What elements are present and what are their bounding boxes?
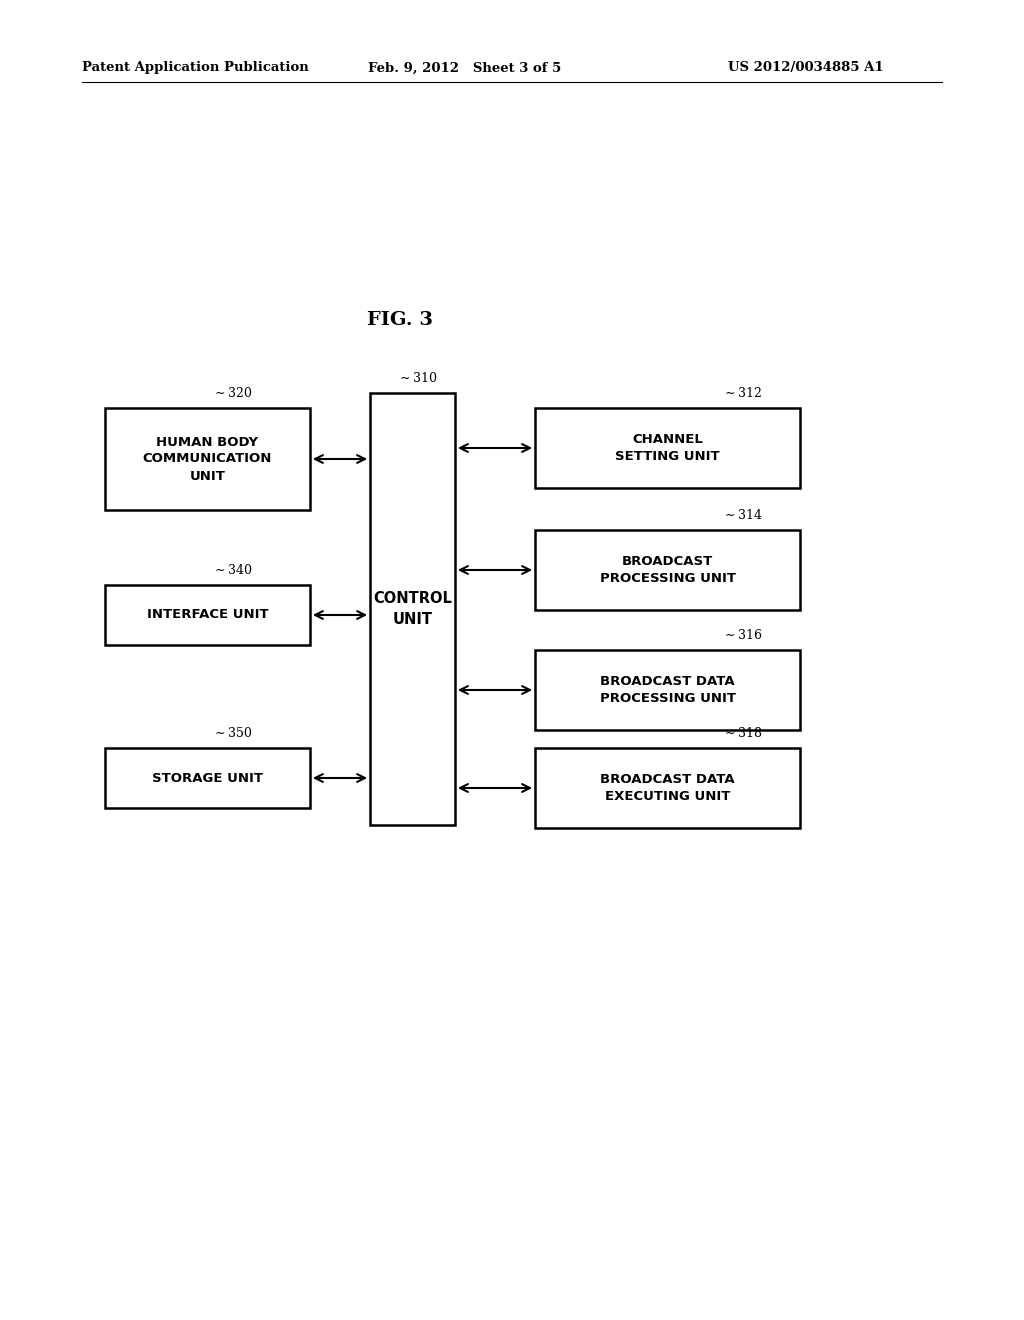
Text: ∼: ∼ xyxy=(215,387,225,400)
Text: Patent Application Publication: Patent Application Publication xyxy=(82,62,309,74)
Text: 314: 314 xyxy=(738,510,762,521)
Text: 340: 340 xyxy=(228,564,252,577)
Text: 320: 320 xyxy=(228,387,252,400)
Bar xyxy=(535,531,800,610)
Text: CHANNEL
SETTING UNIT: CHANNEL SETTING UNIT xyxy=(615,433,720,463)
Text: 350: 350 xyxy=(228,727,252,741)
Text: STORAGE UNIT: STORAGE UNIT xyxy=(152,771,263,784)
Text: 318: 318 xyxy=(738,727,762,741)
Text: ∼: ∼ xyxy=(725,510,735,521)
Text: 312: 312 xyxy=(738,387,762,400)
Bar xyxy=(535,408,800,488)
Bar xyxy=(535,649,800,730)
Text: 316: 316 xyxy=(738,630,762,642)
Text: Feb. 9, 2012   Sheet 3 of 5: Feb. 9, 2012 Sheet 3 of 5 xyxy=(368,62,561,74)
Text: BROADCAST DATA
EXECUTING UNIT: BROADCAST DATA EXECUTING UNIT xyxy=(600,774,735,803)
Text: ∼: ∼ xyxy=(725,387,735,400)
Bar xyxy=(370,393,455,825)
Text: 310: 310 xyxy=(413,372,437,385)
Bar xyxy=(535,748,800,828)
Text: BROADCAST DATA
PROCESSING UNIT: BROADCAST DATA PROCESSING UNIT xyxy=(599,675,735,705)
Text: BROADCAST
PROCESSING UNIT: BROADCAST PROCESSING UNIT xyxy=(599,554,735,585)
Text: US 2012/0034885 A1: US 2012/0034885 A1 xyxy=(728,62,884,74)
Text: ∼: ∼ xyxy=(215,564,225,577)
Text: CONTROL
UNIT: CONTROL UNIT xyxy=(373,591,452,627)
Text: INTERFACE UNIT: INTERFACE UNIT xyxy=(146,609,268,622)
Text: ∼: ∼ xyxy=(215,727,225,741)
Bar xyxy=(105,585,310,645)
Text: ∼: ∼ xyxy=(725,727,735,741)
Text: ∼: ∼ xyxy=(400,372,411,385)
Text: ∼: ∼ xyxy=(725,630,735,642)
Bar xyxy=(105,748,310,808)
Text: HUMAN BODY
COMMUNICATION
UNIT: HUMAN BODY COMMUNICATION UNIT xyxy=(142,436,272,483)
Bar xyxy=(105,408,310,510)
Text: FIG. 3: FIG. 3 xyxy=(367,312,433,329)
